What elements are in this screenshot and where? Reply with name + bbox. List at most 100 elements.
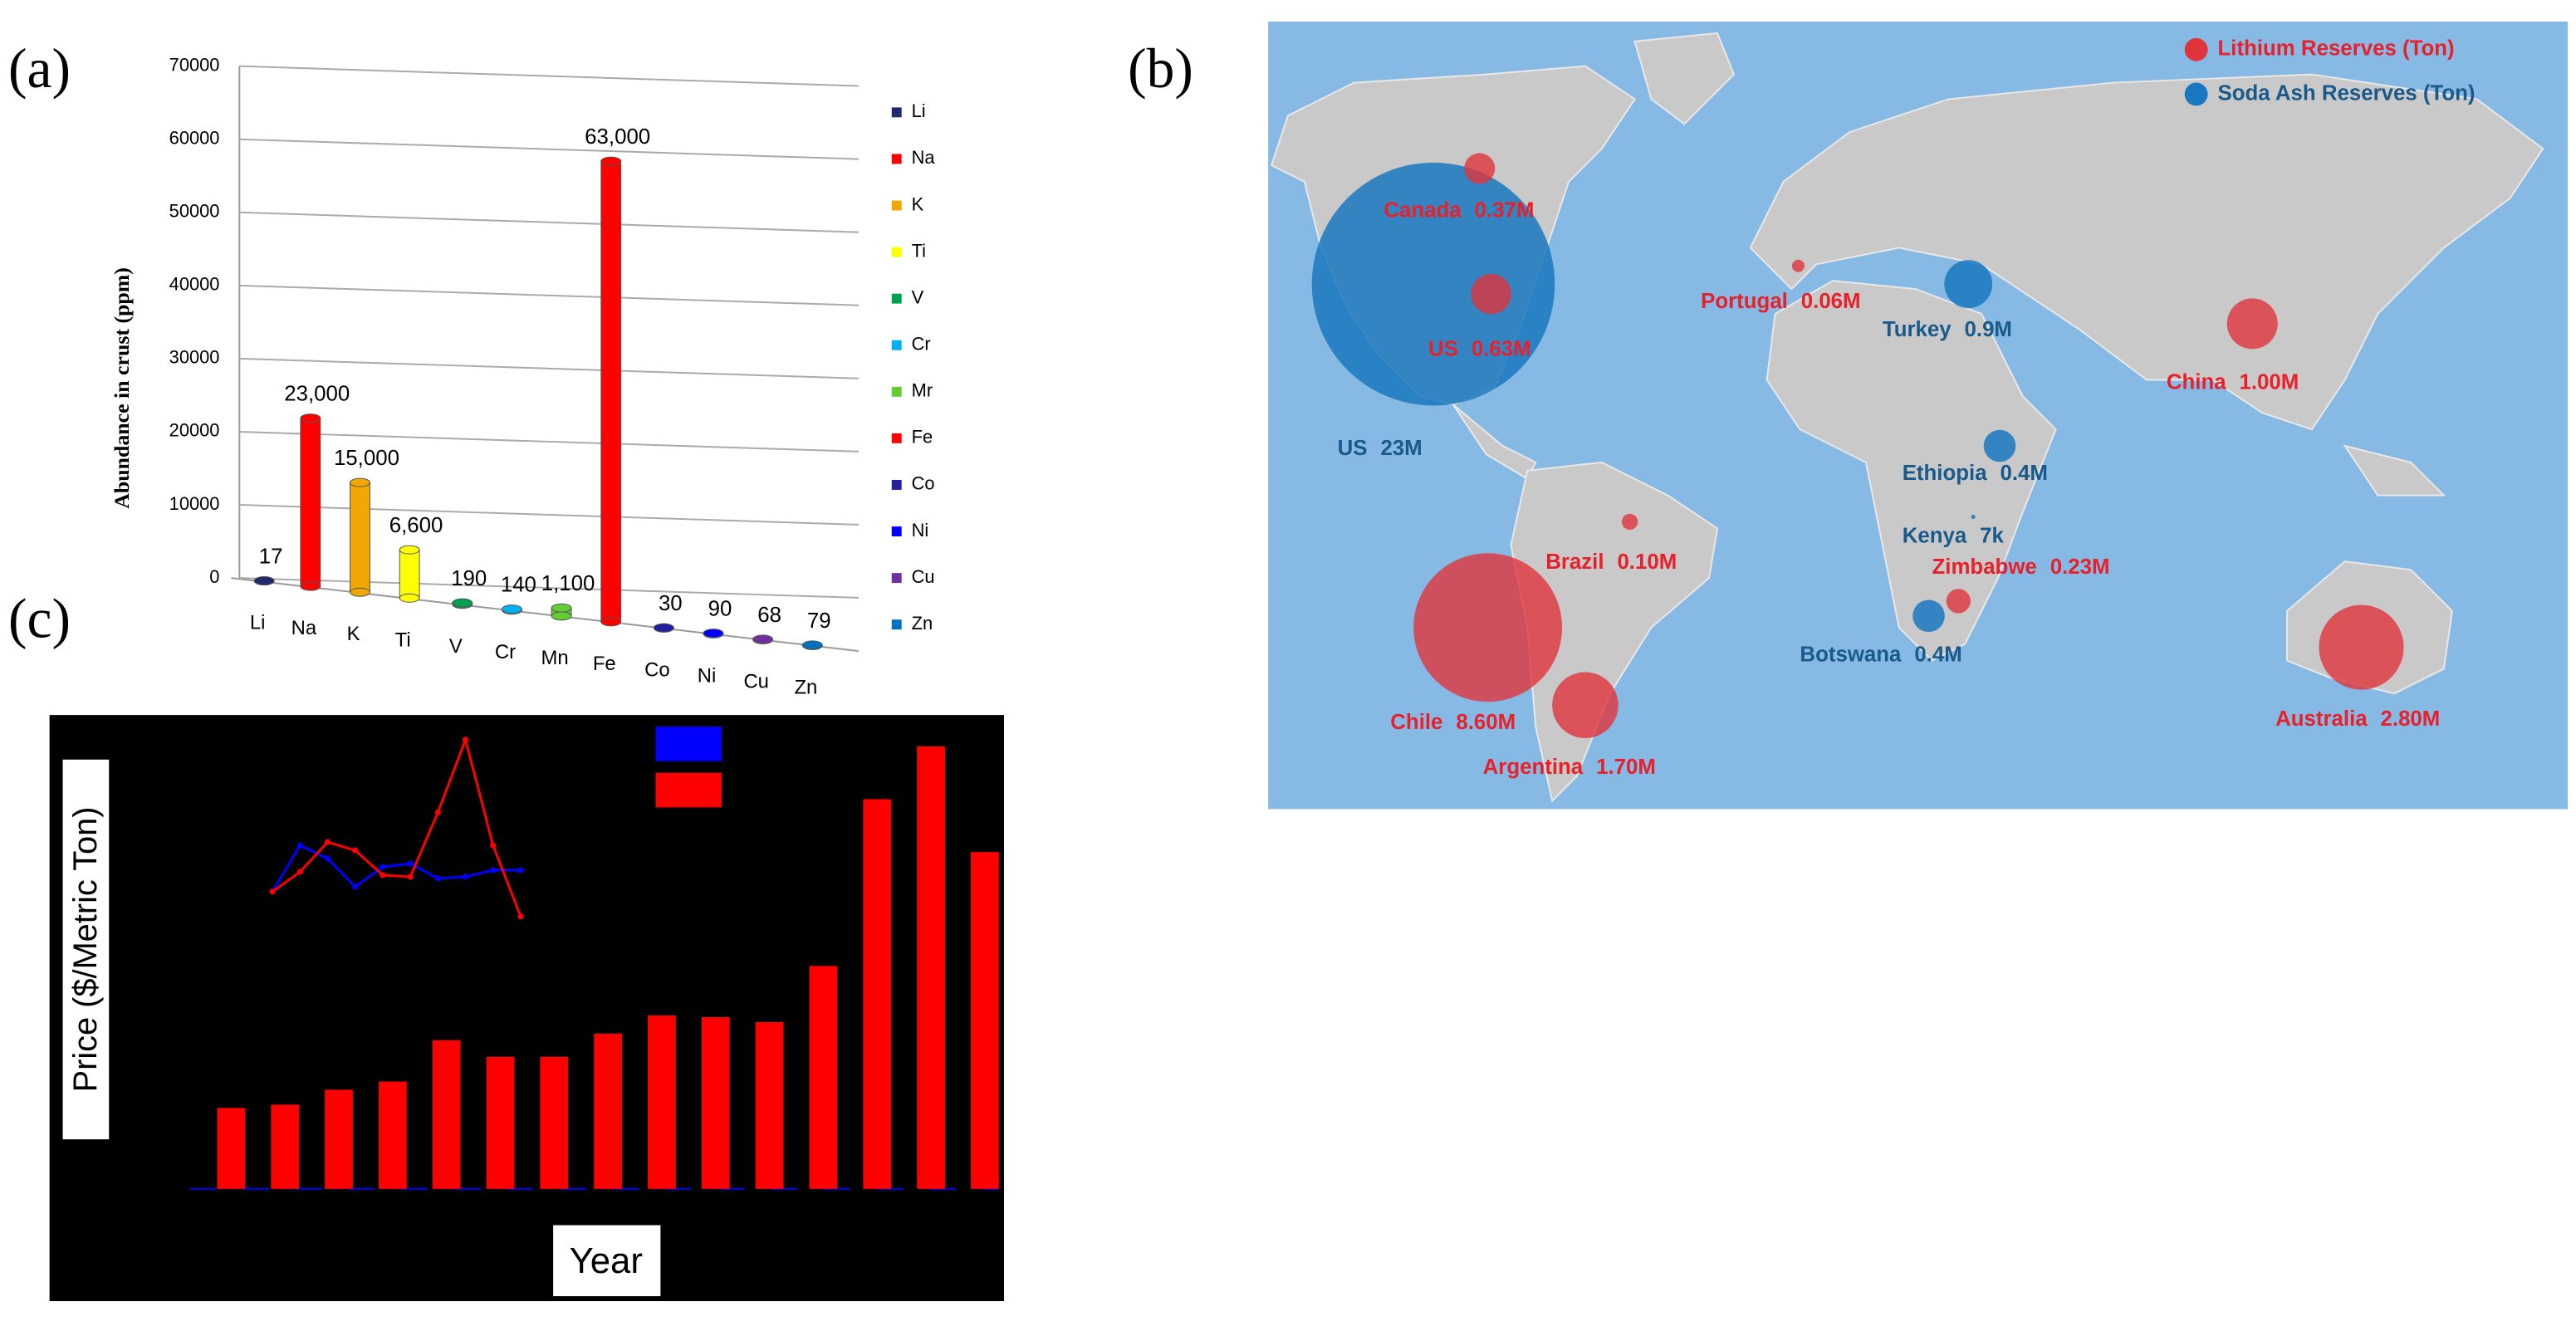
point <box>269 888 276 895</box>
y-tick-label: 20000 <box>169 420 220 441</box>
bubble-label: Ethiopia 0.4M <box>1903 462 2048 485</box>
place-name: Australia <box>2275 707 2368 731</box>
value-label: 2.80M <box>2381 707 2441 731</box>
bar-cap <box>653 623 674 633</box>
bar-cap <box>600 156 622 166</box>
bubble <box>1311 162 1555 406</box>
place-name: Turkey <box>1883 318 1952 341</box>
bar-base <box>350 587 370 597</box>
point <box>324 855 331 862</box>
legend-swatch <box>891 107 902 118</box>
y-tick-label: 0 <box>209 566 219 587</box>
value-label: 1.00M <box>2240 370 2299 394</box>
legend-swatch <box>891 386 902 397</box>
bubble <box>1791 259 1805 272</box>
bar-cap <box>350 477 370 487</box>
bubble <box>1471 273 1511 315</box>
point <box>434 809 441 816</box>
point <box>380 864 386 870</box>
point <box>517 913 524 920</box>
bubble <box>1621 513 1638 531</box>
bubble <box>1552 672 1619 738</box>
bubble-label: Zimbabwe 0.23M <box>1932 555 2110 579</box>
bar-cap <box>801 640 823 650</box>
value-label: 0.10M <box>1617 550 1677 574</box>
panel-label: (c) <box>8 587 71 649</box>
panel-label: (b) <box>1128 37 1193 100</box>
legend-swatch <box>891 154 902 164</box>
value-label: 0.37M <box>1475 198 1535 222</box>
value-label: 90 <box>708 598 732 621</box>
x-tick-label: Zn <box>794 677 817 699</box>
point <box>380 872 386 878</box>
grid-line <box>239 284 859 306</box>
value-label: 190 <box>451 567 487 590</box>
legend-swatch <box>655 772 722 808</box>
point <box>462 873 469 880</box>
point <box>407 873 414 880</box>
value-label: 23M <box>1380 437 1422 460</box>
bubble <box>2226 298 2278 350</box>
grid-line <box>239 577 859 599</box>
bubble-label: Turkey 0.9M <box>1883 318 2012 341</box>
place-name: Canada <box>1383 198 1462 222</box>
bar <box>540 1056 569 1189</box>
x-tick-label: V <box>449 635 463 658</box>
place-name: Argentina <box>1483 756 1584 779</box>
legend-swatch <box>891 433 902 443</box>
place-name: Chile <box>1390 711 1442 734</box>
bar-cap <box>253 575 275 585</box>
line <box>271 844 521 893</box>
bar <box>600 160 622 623</box>
bar <box>350 482 370 593</box>
point <box>296 842 303 849</box>
line <box>272 736 522 917</box>
place-name: Zimbabwe <box>1932 555 2037 579</box>
grid-line <box>239 430 859 453</box>
bubble-label: Botswana 0.4M <box>1800 643 1961 666</box>
bar-cap <box>703 629 724 639</box>
grid-line <box>239 65 859 87</box>
bubble-label: China 1.00M <box>2167 370 2299 394</box>
bar-cap <box>501 604 522 614</box>
x-tick-label: Na <box>291 617 317 639</box>
x-tick-label: Ti <box>395 629 411 651</box>
legend-label: Fe <box>912 427 933 448</box>
value-label: 63,000 <box>585 125 650 149</box>
place-name: Brazil <box>1545 550 1604 574</box>
x-tick-label: Co <box>644 658 670 681</box>
value-label: 0.9M <box>1965 318 2012 341</box>
bubble-label: US 0.63M <box>1428 338 1531 361</box>
y-tick-label: 10000 <box>169 493 220 514</box>
value-label: 0.23M <box>2050 555 2110 579</box>
legend-label: Ti <box>912 240 926 261</box>
legend-label: Li <box>912 100 926 121</box>
grid-line <box>239 357 859 379</box>
bar <box>271 1104 300 1189</box>
bar <box>432 1040 461 1189</box>
bar <box>300 418 321 587</box>
point <box>407 860 414 867</box>
y-axis-label: Abundance in crust (ppm) <box>110 267 134 509</box>
value-label: 8.60M <box>1456 711 1516 734</box>
x-tick-label: Cr <box>495 641 516 663</box>
legend-swatch <box>891 619 902 630</box>
bubble-label: Brazil 0.10M <box>1545 550 1677 574</box>
point <box>517 867 524 873</box>
y-tick-label: 70000 <box>169 54 220 75</box>
bar <box>594 1033 623 1189</box>
eurasia <box>1749 73 2544 431</box>
legend-swatch <box>891 573 902 584</box>
legend-swatch <box>891 479 902 490</box>
panel-c-background <box>49 715 1004 1302</box>
x-label-box <box>553 1225 661 1297</box>
y-axis-label: Price ($/Metric Ton) <box>67 807 104 1093</box>
legend-label: Co <box>912 473 935 494</box>
legend-swatch <box>891 526 902 536</box>
value-label: 0.4M <box>2000 462 2047 485</box>
value-label: 79 <box>807 609 831 633</box>
value-label: 1,100 <box>541 572 595 595</box>
point <box>490 842 497 849</box>
bar <box>755 1021 784 1189</box>
